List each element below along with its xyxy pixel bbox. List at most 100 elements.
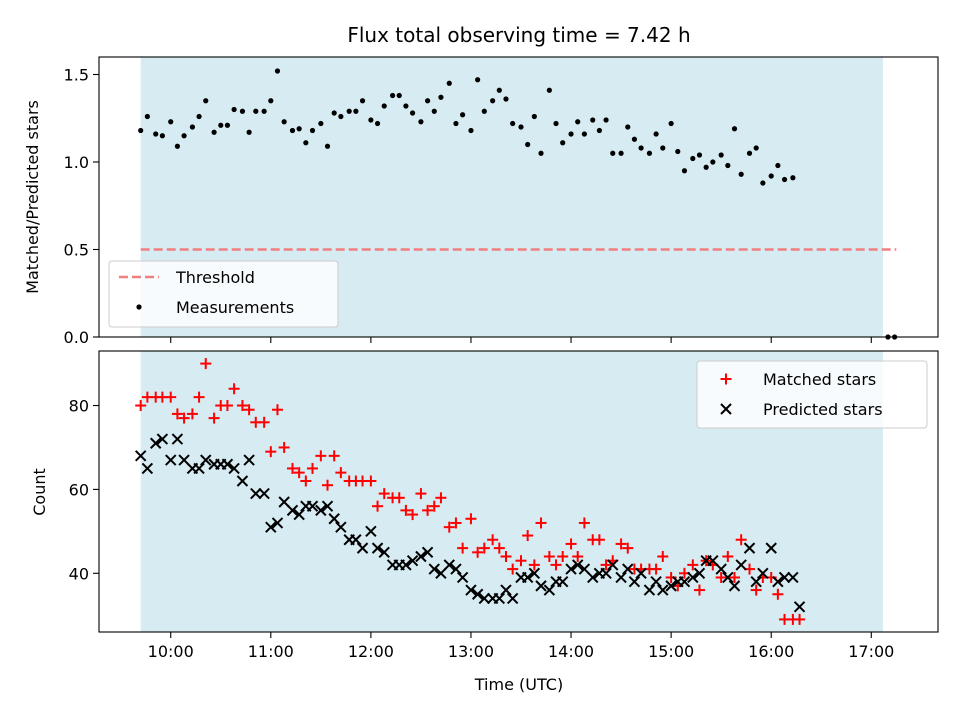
measurement-point: [174, 143, 180, 149]
predicted-star-point: [328, 513, 340, 525]
x-tick-label: 17:00: [848, 642, 894, 661]
measurement-point: [531, 113, 537, 120]
measurement-point: [309, 127, 316, 134]
measurement-point: [590, 117, 596, 123]
predicted-star-point: [665, 580, 677, 592]
measurement-point: [431, 108, 437, 114]
measurement-point: [453, 120, 459, 127]
measurement-point: [596, 127, 602, 134]
matched-star-point: [435, 492, 447, 504]
matched-star-point: [165, 391, 177, 403]
measurement-point: [403, 103, 409, 109]
matched-star-point: [478, 542, 490, 554]
measurement-point: [218, 122, 224, 128]
measurement-point: [525, 141, 531, 148]
measurement-point: [468, 127, 474, 134]
legend-measurements-label: Measurements: [176, 298, 294, 317]
matched-star-point: [550, 559, 562, 571]
measurement-point: [496, 87, 502, 93]
predicted-star-point: [150, 437, 162, 449]
measurement-point: [646, 150, 653, 156]
measurement-point: [768, 173, 774, 179]
matched-star-point: [522, 530, 534, 542]
matched-star-point: [622, 542, 634, 554]
measurement-point: [359, 98, 366, 104]
matched-star-point: [729, 571, 741, 583]
predicted-star-point: [765, 542, 777, 554]
measurement-point: [211, 129, 217, 135]
matched-star-point: [443, 521, 455, 533]
bottom-y-tick-label: 40: [69, 564, 89, 583]
predicted-star-point: [265, 521, 277, 533]
measurement-point: [438, 94, 444, 100]
measurement-point: [368, 117, 374, 123]
measurement-point: [253, 108, 259, 114]
measurement-point: [681, 168, 688, 174]
measurement-point: [281, 119, 287, 125]
top-y-tick-label: 1.5: [64, 66, 89, 85]
predicted-stars-points: [134, 433, 806, 613]
matched-star-point: [572, 551, 584, 563]
matched-star-point: [428, 500, 440, 512]
matched-star-point: [193, 391, 205, 403]
predicted-star-point: [622, 563, 634, 575]
matched-star-point: [487, 534, 499, 546]
measurement-point: [510, 120, 516, 127]
predicted-star-point: [750, 575, 762, 588]
measurement-point: [731, 126, 738, 132]
measurement-point: [181, 133, 187, 139]
predicted-star-point: [556, 575, 569, 588]
measurement-point: [268, 98, 274, 104]
predicted-star-point: [650, 575, 662, 588]
measurement-point: [475, 77, 481, 83]
measurement-point: [660, 145, 666, 151]
matched-star-point: [265, 446, 277, 458]
top-y-tick-label: 0.5: [64, 241, 89, 260]
predicted-star-point: [787, 571, 799, 584]
measurement-point: [781, 176, 788, 183]
predicted-star-point: [687, 571, 699, 584]
matched-star-point: [528, 559, 540, 571]
measurement-point: [203, 98, 209, 104]
top-y-tick-label: 1.0: [64, 153, 89, 172]
measurement-point: [153, 131, 159, 137]
measurement-point: [353, 108, 359, 114]
predicted-star-point: [600, 567, 612, 579]
matched-star-point: [228, 383, 240, 395]
predicted-star-point: [228, 462, 240, 475]
predicted-star-point: [535, 580, 547, 592]
matched-star-point: [307, 462, 319, 474]
matched-star-point: [543, 551, 555, 563]
measurement-point: [538, 150, 544, 156]
predicted-star-point: [250, 487, 262, 500]
predicted-star-point: [178, 454, 190, 466]
measurement-point: [618, 150, 624, 156]
predicted-star-point: [607, 559, 619, 571]
legend-threshold-label: Threshold: [175, 268, 255, 287]
measurement-point: [424, 98, 431, 104]
predicted-star-point: [793, 601, 806, 613]
predicted-star-point: [421, 546, 434, 559]
measurement-point: [418, 119, 424, 125]
predicted-star-point: [528, 567, 541, 579]
measurement-point: [331, 110, 337, 116]
matched-star-point: [507, 563, 519, 575]
predicted-star-point: [293, 508, 305, 521]
measurement-point: [625, 124, 631, 130]
chart-title: Flux total observing time = 7.42 h: [347, 23, 690, 47]
measurement-point: [138, 127, 144, 134]
predicted-star-point: [778, 571, 791, 584]
predicted-star-point: [735, 559, 747, 571]
measurement-point: [603, 117, 609, 123]
measurement-point: [631, 136, 638, 142]
matched-star-point: [400, 504, 412, 516]
x-tick-label: 15:00: [648, 642, 694, 661]
matched-star-point: [650, 563, 662, 575]
legend-matched-label: Matched stars: [763, 370, 876, 389]
predicted-star-point: [543, 584, 556, 596]
predicted-star-point: [428, 563, 440, 575]
matched-star-point: [365, 475, 377, 487]
measurement-point: [346, 108, 352, 114]
bottom-y-tick-label: 60: [69, 480, 89, 499]
matched-star-point: [794, 613, 806, 625]
